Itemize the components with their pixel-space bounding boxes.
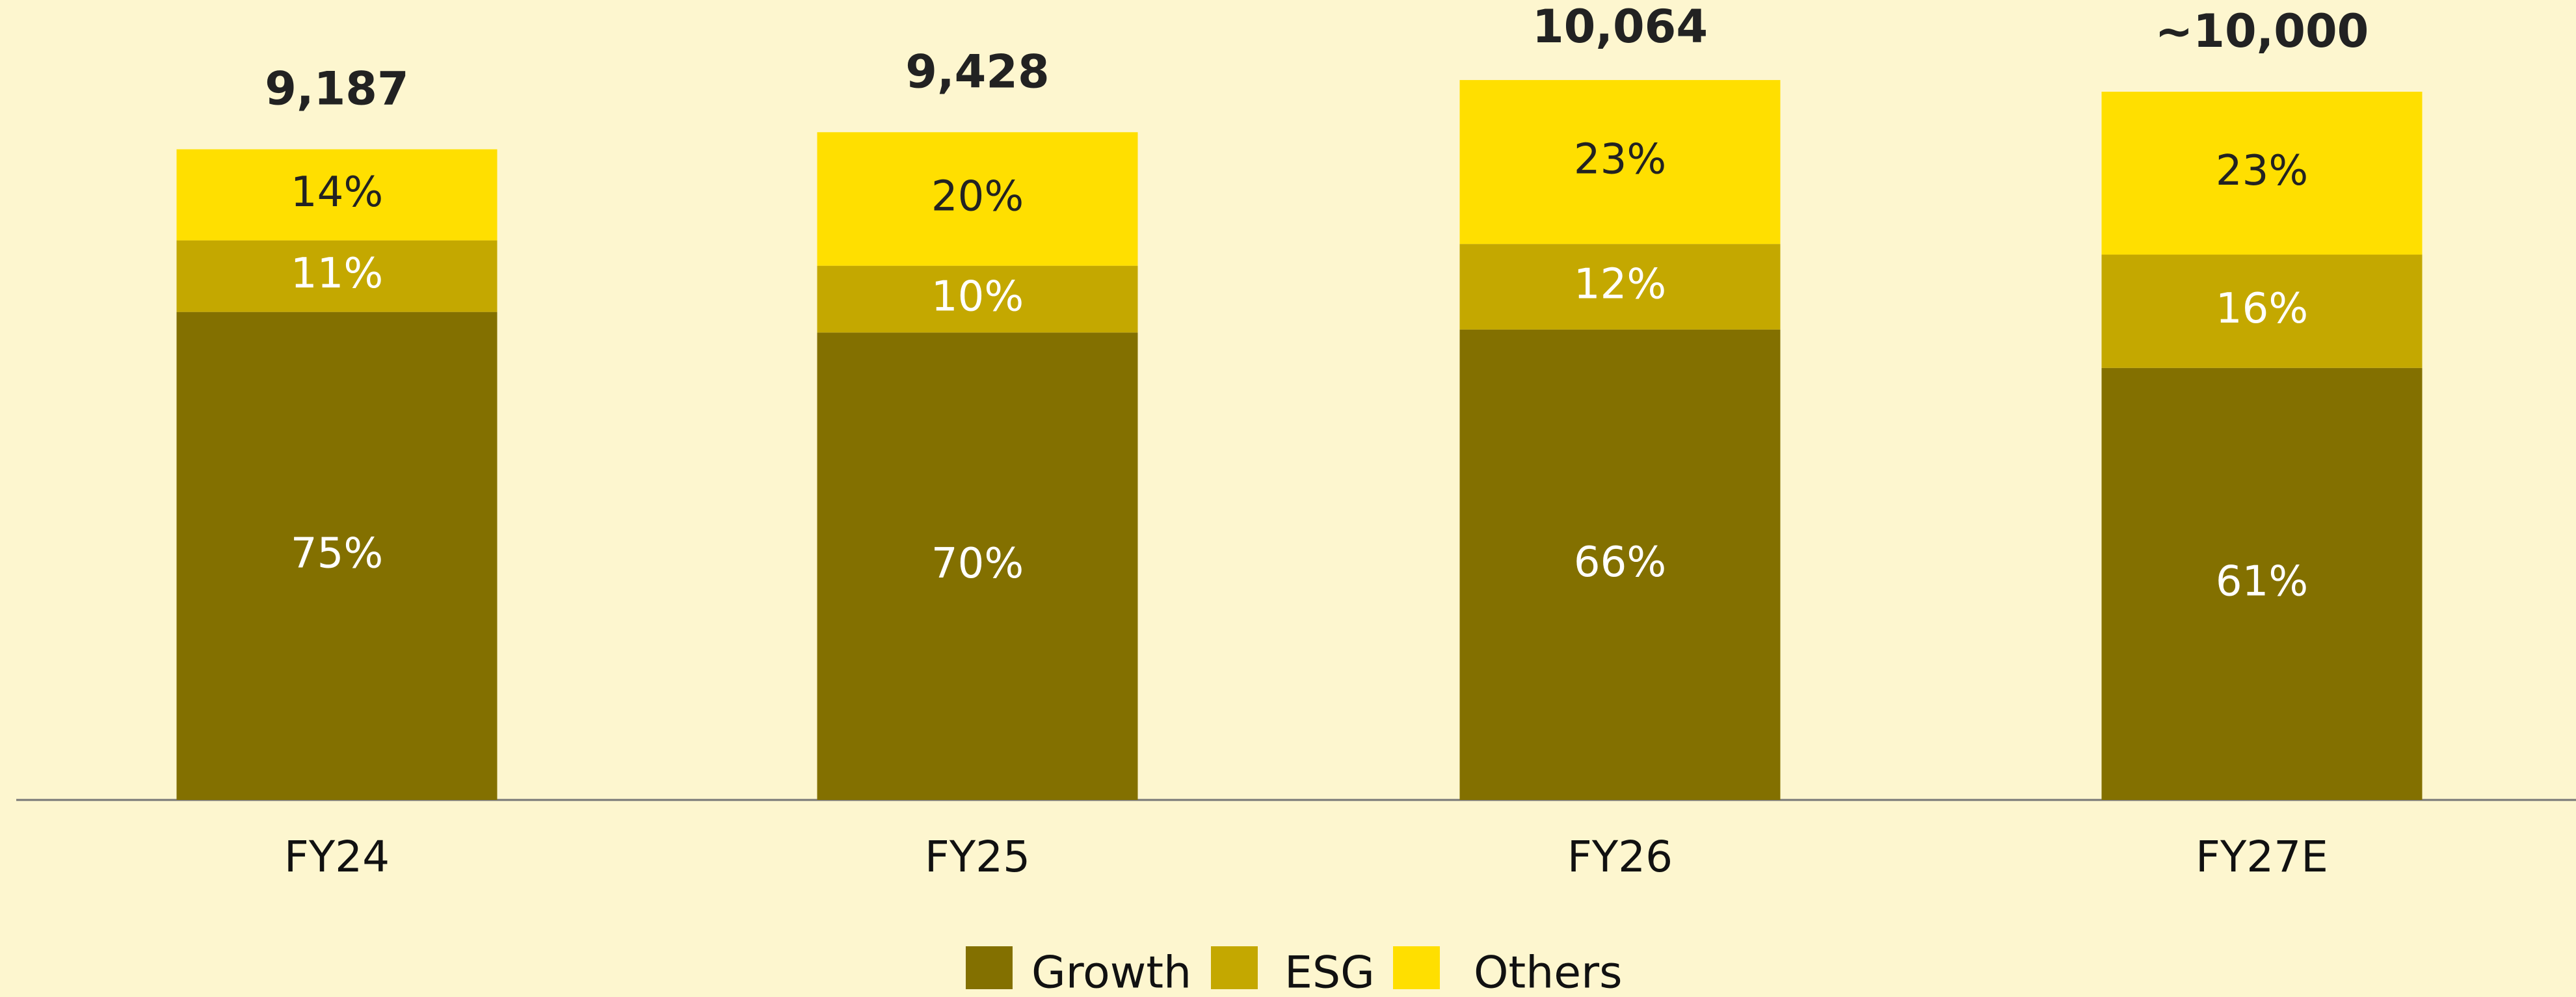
bar-segment [817, 332, 1138, 800]
data-label: 14% [291, 168, 383, 217]
total-label: ~10,000 [2155, 5, 2369, 58]
bar-segment [176, 312, 498, 801]
data-label: 23% [2216, 147, 2308, 195]
total-label: 9,187 [265, 62, 408, 116]
data-label: 11% [291, 250, 383, 298]
legend-swatch [1393, 946, 1440, 989]
bar-segment [176, 240, 498, 312]
bar-segment [817, 265, 1138, 333]
total-label: 10,064 [1532, 0, 1708, 53]
data-label: 16% [2216, 285, 2308, 333]
legend-swatch [966, 946, 1013, 989]
legend-label: ESG [1284, 948, 1375, 997]
data-label: 20% [931, 173, 1024, 221]
bar-segment [1459, 80, 1781, 245]
data-label: 23% [1574, 136, 1666, 184]
bar-segment [2101, 254, 2423, 368]
x-tick-label: FY24 [284, 832, 390, 882]
data-label: 66% [1574, 538, 1666, 587]
legend-swatch [1211, 946, 1258, 989]
bar-segment [1459, 244, 1781, 330]
x-tick-label: FY26 [1567, 832, 1673, 882]
legend-label: Growth [1031, 948, 1191, 997]
data-label: 75% [291, 529, 383, 578]
bar-segment [176, 149, 498, 241]
x-tick-label: FY27E [2196, 832, 2328, 882]
data-label: 70% [931, 540, 1024, 588]
data-label: 12% [1574, 260, 1666, 308]
total-label: 9,428 [905, 45, 1049, 98]
bar-segment [817, 132, 1138, 266]
bar-segment [2101, 367, 2423, 800]
bar-segment [1459, 329, 1781, 801]
x-tick-label: FY25 [925, 832, 1030, 882]
data-label: 61% [2216, 557, 2308, 605]
data-label: 10% [931, 273, 1024, 321]
legend-label: Others [1474, 948, 1623, 997]
bar-segment [2101, 92, 2423, 255]
